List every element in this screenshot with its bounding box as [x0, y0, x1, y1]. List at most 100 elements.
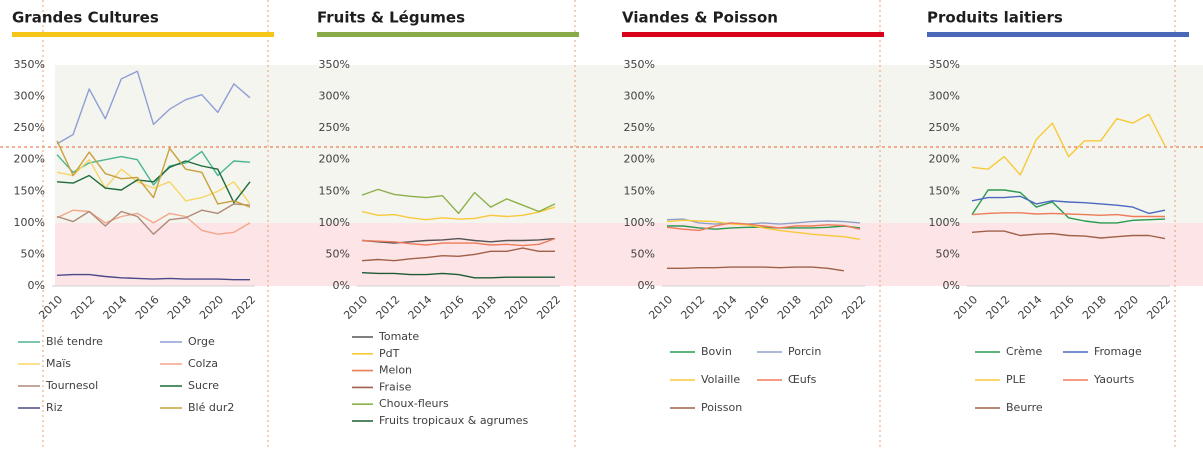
series-line	[666, 222, 861, 232]
legend-label: Maïs	[46, 357, 71, 370]
series-line	[56, 203, 251, 235]
x-tick-label: 2022	[534, 293, 563, 322]
legend-label: Œufs	[788, 373, 817, 386]
y-tick-label: 50%	[21, 247, 45, 260]
x-tick-label: 2010	[341, 293, 370, 322]
series-line	[361, 247, 555, 262]
x-tick-label: 2018	[775, 293, 804, 322]
legend-label: Fromage	[1094, 345, 1142, 358]
series-line	[56, 70, 251, 145]
y-tick-label: 50%	[631, 247, 655, 260]
x-tick-label: 2012	[983, 293, 1012, 322]
x-tick-label: 2014	[101, 293, 130, 322]
separators	[42, 0, 1176, 450]
x-tick-label: 2010	[951, 293, 980, 322]
y-tick-label: 150%	[319, 184, 350, 197]
series-line	[361, 237, 556, 247]
x-tick-label: 2022	[229, 293, 258, 322]
legend-label: PdT	[379, 347, 400, 360]
x-tick-label: 2010	[646, 293, 675, 322]
y-tick-label: 0%	[943, 279, 960, 292]
series-line	[667, 266, 845, 272]
y-tick-label: 150%	[14, 184, 45, 197]
title-bar	[927, 32, 1189, 37]
x-tick-label: 2012	[68, 293, 97, 322]
x-tick-label: 2014	[406, 293, 435, 322]
x-tick-label: 2014	[1016, 293, 1045, 322]
y-tick-label: 100%	[319, 216, 350, 229]
chart-title: Fruits & Légumes	[317, 9, 465, 27]
y-tick-label: 100%	[14, 216, 45, 229]
y-tick-label: 250%	[624, 121, 655, 134]
series-line	[361, 206, 556, 221]
y-tick-label: 350%	[624, 58, 655, 71]
y-tick-label: 300%	[929, 90, 960, 103]
x-tick-label: 2018	[470, 293, 499, 322]
y-tick-label: 0%	[638, 279, 655, 292]
legend-label: Blé dur2	[188, 401, 234, 414]
series-line	[971, 212, 1165, 218]
title-bar	[317, 32, 579, 37]
legend-label: Tournesol	[45, 379, 98, 392]
title-bar	[12, 32, 274, 37]
y-tick-label: 200%	[929, 153, 960, 166]
series-line	[971, 195, 1166, 215]
legend-label: Tomate	[378, 330, 419, 343]
series-line	[666, 219, 861, 240]
legend-label: Volaille	[701, 373, 740, 386]
legend-label: Porcin	[788, 345, 821, 358]
y-tick-label: 50%	[326, 247, 350, 260]
legend-label: Crème	[1006, 345, 1042, 358]
chart-title: Viandes & Poisson	[622, 9, 778, 27]
legend-label: Blé tendre	[46, 335, 103, 348]
x-tick-label: 2016	[1048, 293, 1077, 322]
legend-label: Beurre	[1006, 401, 1043, 414]
series-line	[971, 230, 1166, 240]
series-line	[56, 273, 250, 281]
chart-title: Grandes Cultures	[12, 9, 159, 27]
series-line	[971, 189, 1166, 224]
x-tick-label: 2012	[678, 293, 707, 322]
y-tick-label: 200%	[14, 153, 45, 166]
legend-label: Sucre	[188, 379, 219, 392]
x-tick-label: 2012	[373, 293, 402, 322]
legend-label: Melon	[379, 364, 412, 377]
series-line	[971, 113, 1166, 176]
series-line	[56, 160, 251, 204]
y-tick-label: 200%	[319, 153, 350, 166]
x-tick-label: 2020	[197, 293, 226, 322]
legend-label: Yaourts	[1093, 373, 1134, 386]
legend-label: Poisson	[701, 401, 742, 414]
y-tick-label: 250%	[319, 121, 350, 134]
x-tick-label: 2010	[36, 293, 65, 322]
x-tick-label: 2016	[438, 293, 467, 322]
legend-label: Bovin	[701, 345, 732, 358]
y-tick-label: 250%	[14, 121, 45, 134]
y-tick-label: 300%	[624, 90, 655, 103]
series-line	[361, 188, 556, 215]
y-tick-label: 100%	[929, 216, 960, 229]
y-tick-label: 200%	[624, 153, 655, 166]
series-line	[56, 159, 251, 205]
x-tick-label: 2022	[1144, 293, 1173, 322]
x-tick-label: 2020	[502, 293, 531, 322]
legend-label: Riz	[46, 401, 63, 414]
series-line	[666, 218, 861, 225]
y-tick-label: 350%	[929, 58, 960, 71]
legend-label: Orge	[188, 335, 215, 348]
y-tick-label: 300%	[14, 90, 45, 103]
x-tick-label: 2018	[1080, 293, 1109, 322]
x-tick-label: 2020	[1112, 293, 1141, 322]
x-tick-label: 2022	[839, 293, 868, 322]
legend-label: Colza	[188, 357, 218, 370]
legend-label: Fruits tropicaux & agrumes	[379, 414, 529, 427]
x-tick-label: 2014	[711, 293, 740, 322]
x-tick-label: 2016	[133, 293, 162, 322]
series-line	[361, 237, 556, 244]
y-tick-label: 300%	[319, 90, 350, 103]
series-line	[361, 272, 555, 279]
title-bar	[622, 32, 884, 37]
x-tick-label: 2016	[743, 293, 772, 322]
y-tick-label: 0%	[28, 279, 45, 292]
